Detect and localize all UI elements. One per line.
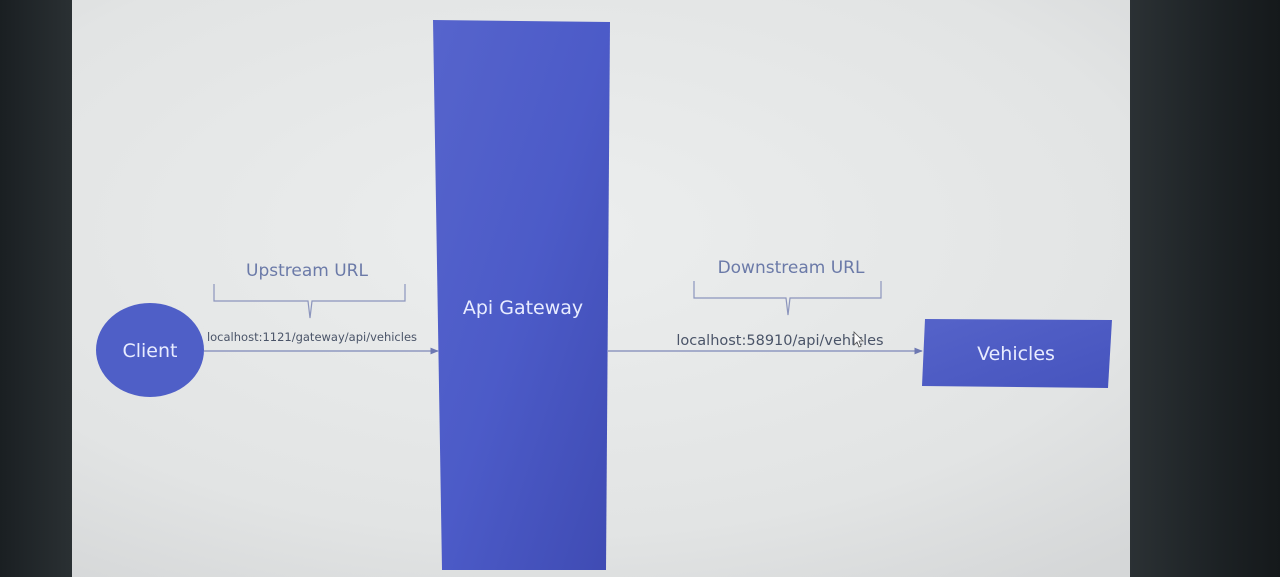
upstream-url-value: localhost:1121/gateway/api/vehicles — [207, 330, 417, 344]
downstream-url-title: Downstream URL — [718, 258, 865, 278]
downstream-brace — [693, 281, 882, 316]
mouse-cursor-icon — [853, 331, 864, 348]
vehicles-label: Vehicles — [977, 343, 1055, 365]
downstream-url-value: localhost:58910/api/vehicles — [676, 333, 883, 349]
monitor-bezel-left — [0, 0, 72, 577]
client-label: Client — [122, 340, 177, 362]
monitor-bezel-right — [1130, 0, 1280, 577]
vehicles-node: Vehicles — [922, 319, 1112, 388]
client-node: Client — [96, 303, 204, 397]
api-gateway-label: Api Gateway — [463, 297, 583, 319]
upstream-url-title: Upstream URL — [246, 261, 368, 281]
upstream-brace — [213, 284, 406, 319]
api-gateway-node: Api Gateway — [433, 20, 610, 570]
